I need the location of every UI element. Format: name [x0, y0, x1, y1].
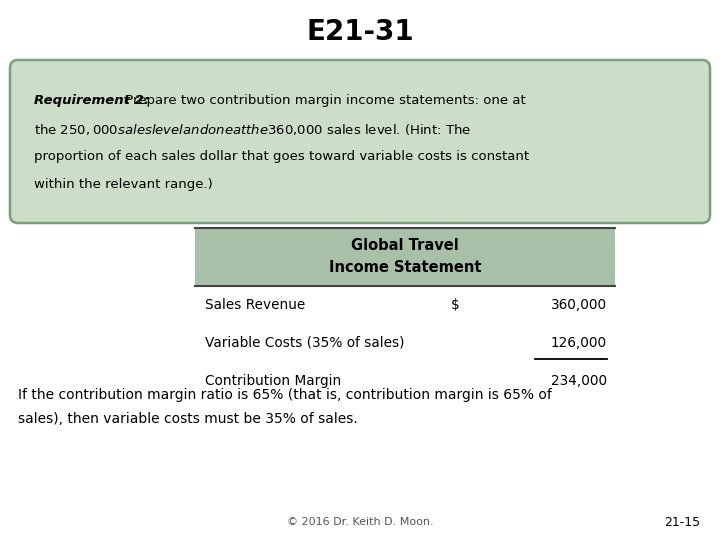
Text: Variable Costs (35% of sales): Variable Costs (35% of sales)	[205, 336, 405, 350]
Text: 234,000: 234,000	[551, 374, 607, 388]
Text: $: $	[451, 298, 459, 312]
Text: proportion of each sales dollar that goes toward variable costs is constant: proportion of each sales dollar that goe…	[34, 150, 529, 163]
Text: © 2016 Dr. Keith D. Moon.: © 2016 Dr. Keith D. Moon.	[287, 517, 433, 527]
Text: Global Travel: Global Travel	[351, 239, 459, 253]
Text: If the contribution margin ratio is 65% (that is, contribution margin is 65% of: If the contribution margin ratio is 65% …	[18, 388, 552, 402]
Text: Requirement 2:: Requirement 2:	[34, 94, 149, 107]
Text: E21-31: E21-31	[306, 18, 414, 46]
Text: Prepare two contribution margin income statements: one at: Prepare two contribution margin income s…	[121, 94, 526, 107]
Text: Contribution Margin: Contribution Margin	[205, 374, 341, 388]
Text: 126,000: 126,000	[551, 336, 607, 350]
Text: 21-15: 21-15	[664, 516, 700, 529]
Text: 360,000: 360,000	[551, 298, 607, 312]
Text: the $250,000 sales level and one at the $360,000 sales level. (Hint: The: the $250,000 sales level and one at the …	[34, 122, 471, 137]
FancyBboxPatch shape	[10, 60, 710, 223]
Text: sales), then variable costs must be 35% of sales.: sales), then variable costs must be 35% …	[18, 412, 358, 426]
Bar	[195, 228, 615, 286]
Text: Income Statement: Income Statement	[329, 260, 481, 275]
Text: Sales Revenue: Sales Revenue	[205, 298, 305, 312]
Text: within the relevant range.): within the relevant range.)	[34, 178, 212, 191]
